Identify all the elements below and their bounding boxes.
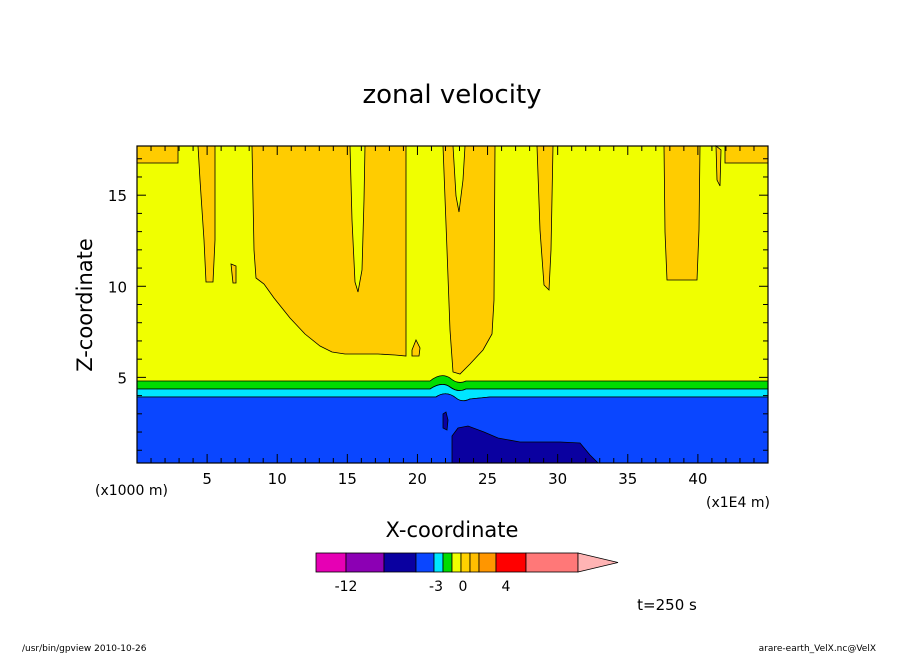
colorbar-cell (478, 552, 497, 573)
x-tick-label: 15 (338, 470, 357, 488)
colorbar-cell (433, 552, 444, 573)
x-axis: 5 10 15 20 25 30 35 40 (150, 146, 755, 488)
field-blue (136, 393, 769, 464)
colorbar-cell (525, 552, 579, 573)
footer-left: /usr/bin/gpview 2010-10-26 (22, 644, 147, 654)
colorbar-cell (315, 552, 347, 573)
y-tick-label: 5 (117, 369, 127, 387)
field-orange-lobe (230, 263, 237, 284)
y-axis-label: Z-coordinate (73, 238, 97, 372)
colorbar-cell (442, 552, 453, 573)
field-orange-top-left (136, 145, 179, 164)
colorbar: -12 -3 0 4 (315, 552, 619, 595)
x-unit-left: (x1000 m) (95, 483, 168, 499)
field-dark-blue-patch (442, 411, 449, 431)
y-tick-label: 15 (108, 187, 127, 205)
x-tick-label: 10 (268, 470, 287, 488)
x-axis-label: X-coordinate (386, 518, 519, 542)
colorbar-cell (345, 552, 385, 573)
x-unit-right: (x1E4 m) (706, 495, 770, 511)
colorbar-cell (415, 552, 435, 573)
field-dark-blue-core (451, 425, 599, 464)
colorbar-tick-label: -12 (335, 579, 358, 595)
x-tick-label: 40 (688, 470, 707, 488)
x-tick-label: 30 (548, 470, 567, 488)
x-tick-label: 35 (618, 470, 637, 488)
field-orange-top-right (724, 145, 769, 164)
plot-area: 5 10 15 20 25 30 35 40 5 10 15 (108, 145, 769, 488)
colorbar-tick-label: -3 (429, 579, 443, 595)
colorbar-tick-label: 4 (502, 579, 511, 595)
x-tick-label: 20 (408, 470, 427, 488)
colorbar-tick-label: 0 (459, 579, 468, 595)
field-orange-lobe (251, 145, 407, 357)
footer-right: arare-earth_VelX.nc@VelX (759, 644, 876, 654)
chart-title: zonal velocity (362, 80, 541, 110)
colorbar-cell (451, 552, 462, 573)
field-orange-lobe (715, 145, 722, 187)
colorbar-arrow (577, 552, 619, 573)
colorbar-cell (383, 552, 417, 573)
x-tick-label: 5 (202, 470, 212, 488)
y-axis: 5 10 15 (108, 158, 768, 451)
field-orange-lobe (442, 145, 496, 375)
colorbar-cell (460, 552, 471, 573)
field-orange-lobe (197, 145, 216, 283)
time-label: t=250 s (637, 596, 697, 614)
field-orange-lobe (663, 145, 701, 281)
y-tick-label: 10 (108, 278, 127, 296)
colorbar-cell (469, 552, 480, 573)
colorbar-cell (495, 552, 527, 573)
x-tick-label: 25 (478, 470, 497, 488)
field-orange-lobe (411, 339, 421, 357)
